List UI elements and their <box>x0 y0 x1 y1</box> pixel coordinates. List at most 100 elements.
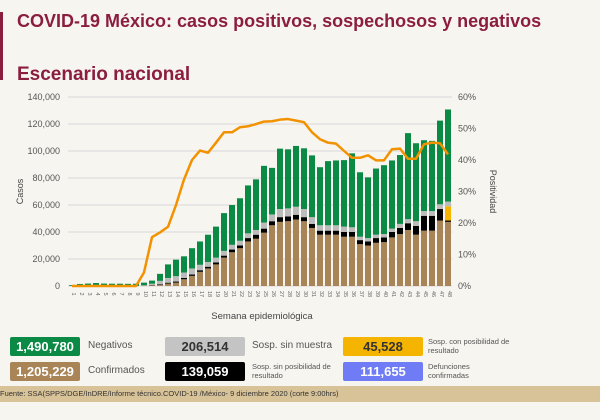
x-tick-label: 12 <box>158 291 164 297</box>
bar-confirmados <box>397 234 403 286</box>
bar-negativos <box>381 165 387 235</box>
bar-sosp-sin-posibilidad-de-resultado <box>365 241 371 246</box>
x-tick-label: 30 <box>302 291 308 297</box>
bar-negativos <box>325 161 331 226</box>
x-tick-label: 41 <box>390 291 396 297</box>
x-tick-label: 5 <box>102 292 108 295</box>
bar-negativos <box>205 234 211 262</box>
bar-sosp-sin-muestra <box>189 268 195 275</box>
bar-negativos <box>221 213 227 251</box>
x-tick-label: 26 <box>270 291 276 297</box>
y2-tick-label: 20% <box>458 218 476 228</box>
x-tick-label: 15 <box>182 291 188 297</box>
bar-sosp-sin-muestra <box>253 229 259 235</box>
bar-negativos <box>213 226 219 258</box>
bar-sosp-sin-muestra <box>429 211 435 216</box>
bar-negativos <box>349 153 355 228</box>
x-tick-label: 20 <box>222 291 228 297</box>
bar-confirmados <box>277 221 283 286</box>
x-tick-label: 16 <box>190 291 196 297</box>
bar-sosp-sin-muestra <box>365 238 371 242</box>
y2-tick-label: 40% <box>458 155 476 165</box>
bar-confirmados <box>269 225 275 286</box>
x-tick-label: 36 <box>350 291 356 297</box>
bar-sosp-sin-muestra <box>197 264 203 271</box>
bar-negativos <box>389 160 395 229</box>
bar-negativos <box>165 264 171 278</box>
x-tick-label: 45 <box>422 291 428 297</box>
bar-sosp-sin-muestra <box>213 257 219 263</box>
x-tick-label: 1 <box>70 292 76 295</box>
x-tick-label: 6 <box>110 292 116 295</box>
bar-sosp-sin-muestra <box>181 272 187 278</box>
bar-negativos <box>301 148 307 210</box>
x-tick-label: 42 <box>398 291 404 297</box>
source-footer: Fuente: SSA(SPPS/DGE/InDRE/Informe técni… <box>0 386 600 402</box>
bar-confirmados <box>357 244 363 286</box>
bar-sosp-sin-posibilidad-de-resultado <box>197 270 203 272</box>
bar-confirmados <box>245 241 251 286</box>
bar-sosp-sin-muestra <box>397 223 403 228</box>
bar-sosp-sin-posibilidad-de-resultado <box>437 209 443 221</box>
bar-sosp-sin-posibilidad-de-resultado <box>261 228 267 233</box>
bar-sosp-sin-muestra <box>245 233 251 239</box>
x-tick-label: 14 <box>174 291 180 297</box>
bar-confirmados <box>157 284 163 286</box>
bar-confirmados <box>253 238 259 286</box>
bar-confirmados <box>165 283 171 286</box>
bar-negativos <box>357 172 363 237</box>
bar-sosp-sin-posibilidad-de-resultado <box>333 230 339 235</box>
bar-confirmados <box>205 268 211 286</box>
y2-tick-label: 50% <box>458 124 476 134</box>
bar-sosp-sin-muestra <box>421 211 427 216</box>
bar-confirmados <box>309 227 315 286</box>
negativos-label: Negativos <box>88 340 133 351</box>
bar-sosp-sin-posibilidad-de-resultado <box>357 240 363 245</box>
bar-confirmados <box>389 237 395 286</box>
x-tick-label: 47 <box>438 291 444 297</box>
y2-axis-title: Positividad <box>488 170 498 214</box>
bar-sosp-sin-muestra <box>157 280 163 285</box>
x-tick-label: 2 <box>78 292 84 295</box>
y-tick-label: 140,000 <box>27 92 60 102</box>
y2-tick-label: 60% <box>458 92 476 102</box>
x-tick-label: 22 <box>238 291 244 297</box>
x-tick-label: 21 <box>230 291 236 297</box>
x-tick-label: 10 <box>142 291 148 297</box>
x-tick-label: 24 <box>254 291 260 297</box>
x-tick-label: 13 <box>166 291 172 297</box>
x-tick-label: 23 <box>246 291 252 297</box>
bar-sosp-sin-muestra <box>173 276 179 282</box>
bar-negativos <box>365 177 371 239</box>
bar-sosp-sin-posibilidad-de-resultado <box>173 281 179 283</box>
bar-sosp-sin-muestra <box>285 208 291 217</box>
y-tick-label: 20,000 <box>32 254 60 264</box>
y-tick-label: 100,000 <box>27 146 60 156</box>
x-tick-label: 34 <box>334 291 340 297</box>
bar-confirmados <box>221 257 227 286</box>
y2-tick-label: 30% <box>458 187 476 197</box>
bar-confirmados <box>261 232 267 286</box>
bar-sosp-sin-muestra <box>357 236 363 241</box>
bar-negativos <box>429 140 435 212</box>
bar-sosp-sin-posibilidad-de-resultado <box>445 220 451 222</box>
bar-sosp-sin-posibilidad-de-resultado <box>413 225 419 235</box>
bar-sosp-sin-posibilidad-de-resultado <box>221 255 227 258</box>
bar-negativos <box>421 140 427 212</box>
bar-negativos <box>413 143 419 222</box>
positividad-line <box>72 117 450 288</box>
x-tick-label: 28 <box>286 291 292 297</box>
bar-negativos <box>93 283 99 286</box>
bar-confirmados <box>181 279 187 286</box>
bar-sosp-sin-muestra <box>325 225 331 231</box>
bar-sosp-sin-posibilidad-de-resultado <box>317 230 323 235</box>
bar-confirmados <box>149 285 155 286</box>
y-tick-label: 80,000 <box>32 173 60 183</box>
x-tick-label: 32 <box>318 291 324 297</box>
y2-tick-label: 10% <box>458 250 476 260</box>
bar-sosp-sin-muestra <box>349 227 355 232</box>
bar-sosp-sin-posibilidad-de-resultado <box>429 215 435 231</box>
bar-negativos <box>277 148 283 210</box>
con-posibilidad-label: Sosp. con posibilidad de resultado <box>428 337 510 355</box>
bar-confirmados <box>325 234 331 286</box>
